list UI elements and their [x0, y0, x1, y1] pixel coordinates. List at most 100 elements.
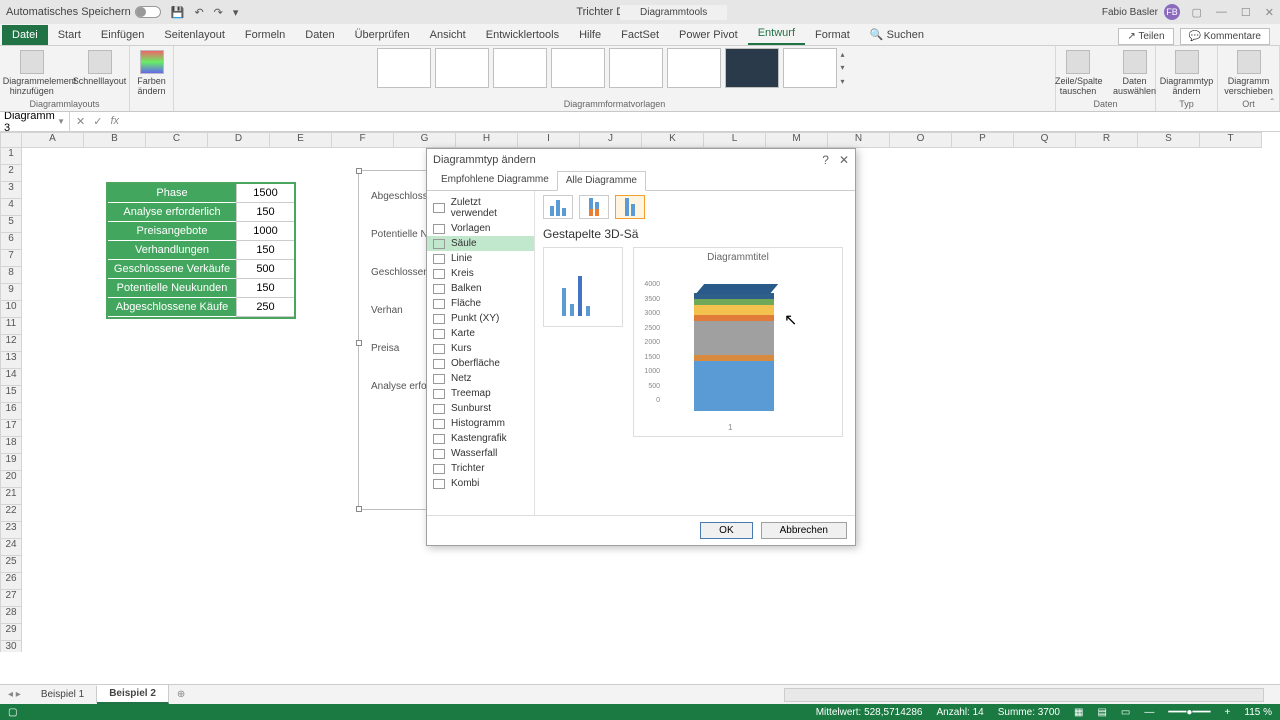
col-header[interactable]: K [642, 132, 704, 148]
ribbon-tab-daten[interactable]: Daten [295, 25, 344, 45]
col-header[interactable]: H [456, 132, 518, 148]
view-layout-icon[interactable]: ▤ [1097, 707, 1106, 718]
row-header[interactable]: 22 [0, 505, 22, 522]
ok-button[interactable]: OK [700, 522, 752, 539]
row-header[interactable]: 20 [0, 471, 22, 488]
ribbon-tab-start[interactable]: Start [48, 25, 91, 45]
style-thumb[interactable] [609, 48, 663, 88]
row-header[interactable]: 18 [0, 437, 22, 454]
sheet-tab[interactable]: Beispiel 2 [97, 685, 169, 704]
avatar[interactable]: FB [1164, 4, 1180, 20]
row-header[interactable]: 7 [0, 250, 22, 267]
horizontal-scrollbar[interactable] [784, 688, 1264, 702]
ribbon-tab-entwurf[interactable]: Entwurf [748, 23, 805, 45]
col-header[interactable]: O [890, 132, 952, 148]
save-icon[interactable]: 💾 [171, 6, 185, 19]
row-header[interactable]: 6 [0, 233, 22, 250]
toggle-switch[interactable] [135, 6, 161, 18]
row-header[interactable]: 26 [0, 573, 22, 590]
chart-type-item[interactable]: Karte [427, 326, 534, 341]
col-header[interactable]: A [22, 132, 84, 148]
row-header[interactable]: 21 [0, 488, 22, 505]
row-header[interactable]: 10 [0, 301, 22, 318]
col-header[interactable]: F [332, 132, 394, 148]
col-header[interactable]: Q [1014, 132, 1076, 148]
ribbon-tab-power pivot[interactable]: Power Pivot [669, 25, 748, 45]
minimize-icon[interactable]: — [1216, 6, 1227, 19]
new-sheet-icon[interactable]: ⊕ [169, 689, 193, 700]
close-icon[interactable]: ✕ [839, 153, 849, 167]
chart-type-item[interactable]: Säule [427, 236, 534, 251]
zoom-slider[interactable]: ━━━●━━━ [1168, 707, 1210, 718]
view-break-icon[interactable]: ▭ [1121, 707, 1130, 718]
undo-icon[interactable]: ↶ [194, 6, 203, 19]
cancel-formula-icon[interactable]: ✕ [76, 115, 85, 128]
chart-type-item[interactable]: Treemap [427, 386, 534, 401]
row-header[interactable]: 19 [0, 454, 22, 471]
ribbon-tab-überprüfen[interactable]: Überprüfen [345, 25, 420, 45]
collapse-ribbon-icon[interactable]: ˆ [1271, 98, 1274, 109]
col-header[interactable]: T [1200, 132, 1262, 148]
row-header[interactable]: 15 [0, 386, 22, 403]
ribbon-tab-format[interactable]: Format [805, 25, 860, 45]
chart-preview-small[interactable] [543, 247, 623, 327]
change-colors-button[interactable]: Farben ändern [133, 48, 170, 98]
row-header[interactable]: 16 [0, 403, 22, 420]
style-thumb[interactable] [551, 48, 605, 88]
ribbon-tab-einfügen[interactable]: Einfügen [91, 25, 154, 45]
sheet-nav-icon[interactable]: ◂ ▸ [0, 689, 29, 700]
qat-more-icon[interactable]: ▾ [233, 6, 239, 19]
chart-type-item[interactable]: Zuletzt verwendet [427, 195, 534, 221]
ribbon-tab-hilfe[interactable]: Hilfe [569, 25, 611, 45]
col-header[interactable]: J [580, 132, 642, 148]
chevron-down-icon[interactable]: ▼ [57, 117, 65, 126]
row-header[interactable]: 9 [0, 284, 22, 301]
row-header[interactable]: 27 [0, 590, 22, 607]
col-header[interactable]: N [828, 132, 890, 148]
chart-type-item[interactable]: Sunburst [427, 401, 534, 416]
tab-recommended[interactable]: Empfohlene Diagramme [433, 171, 557, 190]
row-header[interactable]: 23 [0, 522, 22, 539]
chart-type-item[interactable]: Kurs [427, 341, 534, 356]
col-header[interactable]: S [1138, 132, 1200, 148]
style-thumb[interactable] [435, 48, 489, 88]
tab-all-charts[interactable]: Alle Diagramme [557, 171, 646, 191]
subtype-3d-stacked[interactable] [615, 195, 645, 219]
close-icon[interactable]: ✕ [1265, 6, 1274, 19]
switch-row-col-button[interactable]: Zeile/Spalte tauschen [1051, 48, 1105, 98]
row-header[interactable]: 2 [0, 165, 22, 182]
user-area[interactable]: Fabio Basler FB [1102, 4, 1180, 20]
accept-formula-icon[interactable]: ✓ [93, 115, 102, 128]
row-header[interactable]: 8 [0, 267, 22, 284]
style-thumb[interactable] [725, 48, 779, 88]
share-button[interactable]: ↗ Teilen [1118, 28, 1173, 45]
redo-icon[interactable]: ↷ [214, 6, 223, 19]
chart-type-item[interactable]: Wasserfall [427, 446, 534, 461]
row-header[interactable]: 28 [0, 607, 22, 624]
ribbon-options-icon[interactable]: ▢ [1192, 6, 1202, 19]
quick-layout-button[interactable]: Schnelllayout [69, 48, 131, 88]
search-icon[interactable]: 🔍 Suchen [860, 24, 934, 45]
style-thumb[interactable] [493, 48, 547, 88]
change-chart-type-button[interactable]: Diagrammtyp ändern [1156, 48, 1218, 98]
row-header[interactable]: 12 [0, 335, 22, 352]
chart-type-item[interactable]: Fläche [427, 296, 534, 311]
zoom-out-icon[interactable]: — [1144, 707, 1154, 718]
subtype-stacked[interactable] [579, 195, 609, 219]
style-thumb[interactable] [783, 48, 837, 88]
row-header[interactable]: 29 [0, 624, 22, 641]
chart-type-item[interactable]: Netz [427, 371, 534, 386]
col-header[interactable]: L [704, 132, 766, 148]
select-data-button[interactable]: Daten auswählen [1109, 48, 1160, 98]
row-header[interactable]: 30 [0, 641, 22, 652]
col-header[interactable]: I [518, 132, 580, 148]
row-header[interactable]: 3 [0, 182, 22, 199]
ribbon-tab-formeln[interactable]: Formeln [235, 25, 295, 45]
zoom-in-icon[interactable]: + [1225, 707, 1231, 718]
view-normal-icon[interactable]: ▦ [1074, 707, 1083, 718]
chart-type-item[interactable]: Balken [427, 281, 534, 296]
style-thumb[interactable] [377, 48, 431, 88]
comments-button[interactable]: 💬 Kommentare [1180, 28, 1270, 45]
cancel-button[interactable]: Abbrechen [761, 522, 847, 539]
chart-preview-large[interactable]: Diagrammtitel 40003500300025002000150010… [633, 247, 843, 437]
